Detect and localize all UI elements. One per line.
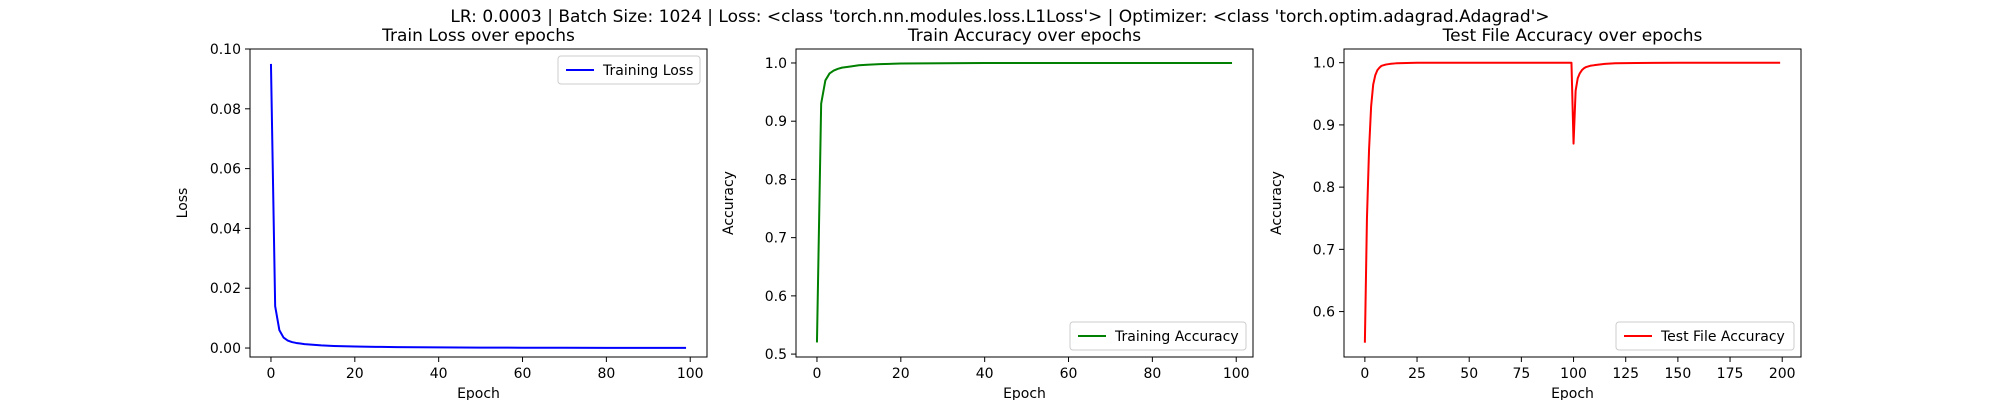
y-tick-label: 0.8 [765, 172, 787, 188]
y-axis-label: Accuracy [721, 171, 737, 235]
y-tick-label: 0.08 [210, 102, 241, 118]
y-tick-label: 0.9 [765, 114, 787, 130]
legend-label: Training Loss [602, 63, 693, 79]
x-tick-label: 200 [1769, 366, 1796, 382]
x-axis-label: Epoch [457, 386, 500, 400]
y-axis-label: Loss [175, 188, 191, 219]
y-tick-label: 0.04 [210, 221, 241, 237]
x-tick-label: 100 [1560, 366, 1587, 382]
x-tick-label: 100 [1223, 366, 1250, 382]
axes-frame [1343, 48, 1802, 358]
legend-box [1069, 321, 1247, 351]
x-tick-label: 50 [1460, 366, 1478, 382]
legend: Test File Accuracy [1615, 321, 1795, 351]
x-tick-label: 40 [976, 366, 994, 382]
y-tick-label: 0.6 [1313, 305, 1335, 321]
x-tick-label: 80 [1143, 366, 1161, 382]
subplot-2: Train Accuracy over epochs 0 20 40 60 80 100 0.… [721, 26, 1254, 400]
x-tick-label: 0 [267, 366, 276, 382]
legend: Training Accuracy [1069, 321, 1247, 351]
y-tick-label: 0.9 [1313, 118, 1335, 134]
y-tick-label: 0.02 [210, 281, 241, 297]
x-tick-label: 20 [346, 366, 364, 382]
legend-box [1615, 321, 1795, 351]
x-tick-label: 20 [892, 366, 910, 382]
x-axis-label: Epoch [1003, 386, 1046, 400]
legend: Training Loss [557, 55, 701, 85]
x-tick-label: 175 [1717, 366, 1744, 382]
subplot-title: Train Loss over epochs [381, 26, 575, 46]
legend-label: Test File Accuracy [1660, 329, 1785, 345]
series-line-1 [815, 61, 1233, 343]
y-tick-label: 1.0 [1313, 56, 1335, 72]
y-tick-label: 0.5 [765, 347, 787, 363]
x-tick-label: 25 [1408, 366, 1426, 382]
x-tick-label: 80 [597, 366, 615, 382]
y-tick-label: 0.7 [765, 231, 787, 247]
subplot-title: Test File Accuracy over epochs [1442, 26, 1703, 46]
x-tick-label: 150 [1665, 366, 1692, 382]
series-line-1 [1363, 61, 1781, 343]
x-tick-label: 100 [677, 366, 704, 382]
x-tick-label: 75 [1512, 366, 1530, 382]
x-tick-label: 0 [1360, 366, 1369, 382]
axes-frame [249, 48, 708, 358]
y-tick-label: 0.7 [1313, 242, 1335, 258]
x-tick-label: 40 [430, 366, 448, 382]
figure-suptitle: LR: 0.0003 | Batch Size: 1024 | Loss: <c… [450, 7, 1549, 27]
y-tick-label: 1.0 [765, 56, 787, 72]
subplot-1: Train Loss over epochs 0 20 40 60 80 100 0.00 0.… [175, 26, 708, 400]
axes-frame [795, 48, 1254, 358]
y-tick-label: 0.00 [210, 341, 241, 357]
y-tick-label: 0.8 [1313, 180, 1335, 196]
y-tick-label: 0.6 [765, 289, 787, 305]
subplot-title: Train Accuracy over epochs [907, 26, 1141, 46]
x-axis-label: Epoch [1551, 386, 1594, 400]
y-tick-label: 0.06 [210, 162, 241, 178]
legend-label: Training Accuracy [1114, 329, 1239, 345]
x-tick-label: 60 [1060, 366, 1078, 382]
x-tick-label: 0 [813, 366, 822, 382]
x-tick-label: 125 [1612, 366, 1639, 382]
series-line-1 [269, 63, 687, 349]
y-axis-label: Accuracy [1269, 171, 1285, 235]
subplot-3: Test File Accuracy over epochs 0 25 50 75 100… [1269, 26, 1802, 400]
legend-box [557, 55, 701, 85]
y-tick-label: 0.10 [210, 42, 241, 58]
x-tick-label: 60 [514, 366, 532, 382]
